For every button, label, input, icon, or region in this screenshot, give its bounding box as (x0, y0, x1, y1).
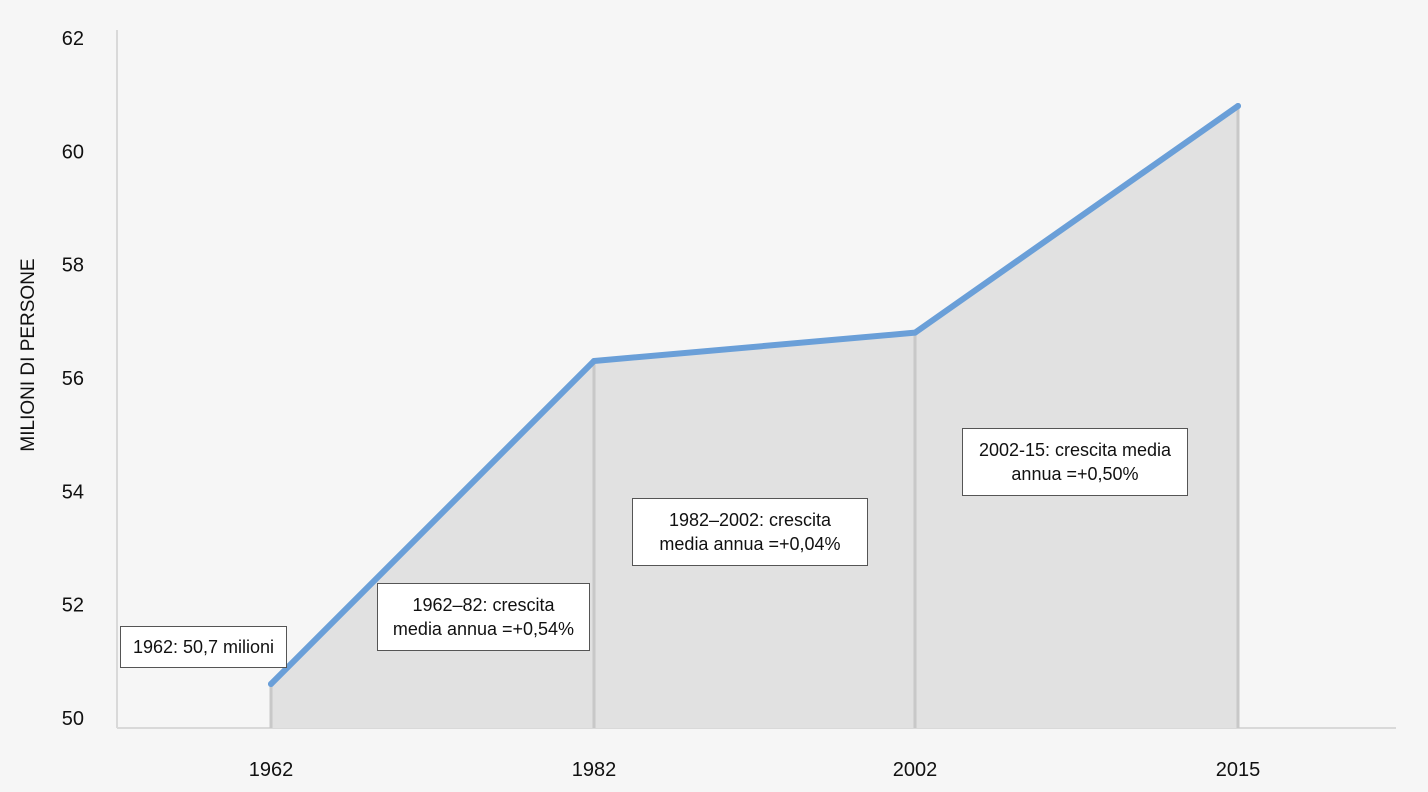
annotation-1982-2002-line-2: media annua =+0,04% (659, 534, 841, 554)
data-point-2015 (1235, 103, 1241, 109)
data-point-1962 (268, 681, 274, 687)
series-line (268, 103, 1241, 687)
y-axis-title: MILIONI DI PERSONE (18, 258, 39, 451)
annotation-1982-2002: 1982–2002: crescita media annua =+0,04% (632, 498, 868, 566)
x-tick-label-2002: 2002 (893, 759, 938, 781)
y-tick-label-50: 50 (62, 708, 84, 730)
x-tick-label-2015: 2015 (1216, 759, 1261, 781)
y-tick-label-58: 58 (62, 255, 84, 277)
annotation-2002-15-line-1: 2002-15: crescita media (978, 440, 1172, 460)
drop-lines (269, 106, 1240, 728)
series-line-layer (268, 103, 1241, 687)
x-tick-label-1982: 1982 (572, 759, 617, 781)
y-tick-label-52: 52 (62, 595, 84, 617)
annotation-1962-82-line-1: 1962–82: crescita (412, 595, 555, 615)
data-point-1982 (591, 358, 597, 364)
area-fill (271, 106, 1238, 728)
annotation-1982-2002-line-1: 1982–2002: crescita (668, 510, 832, 530)
y-tick-label-56: 56 (62, 368, 84, 390)
area-layer (271, 106, 1238, 728)
y-tick-label-54: 54 (62, 481, 84, 503)
annotation-2002-15: 2002-15: crescita media annua =+0,50% (962, 428, 1188, 496)
annotation-1962-82-line-2: media annua =+0,54% (392, 619, 575, 639)
data-point-2002 (912, 329, 918, 336)
annotation-2002-15-line-2: annua =+0,50% (1011, 464, 1139, 484)
x-tick-label-1962: 1962 (249, 759, 294, 781)
annotation-1962-82: 1962–82: crescita media annua =+0,54% (377, 583, 590, 651)
annotation-1962-line-1: 1962: 50,7 milioni (132, 637, 275, 657)
y-tick-labels: 50 52 54 56 58 60 62 (62, 28, 84, 730)
x-tick-labels: 1962 1982 2002 2015 (249, 759, 1261, 781)
annotation-1962: 1962: 50,7 milioni (120, 626, 287, 668)
y-tick-label-60: 60 (62, 141, 84, 163)
y-tick-label-62: 62 (62, 28, 84, 50)
